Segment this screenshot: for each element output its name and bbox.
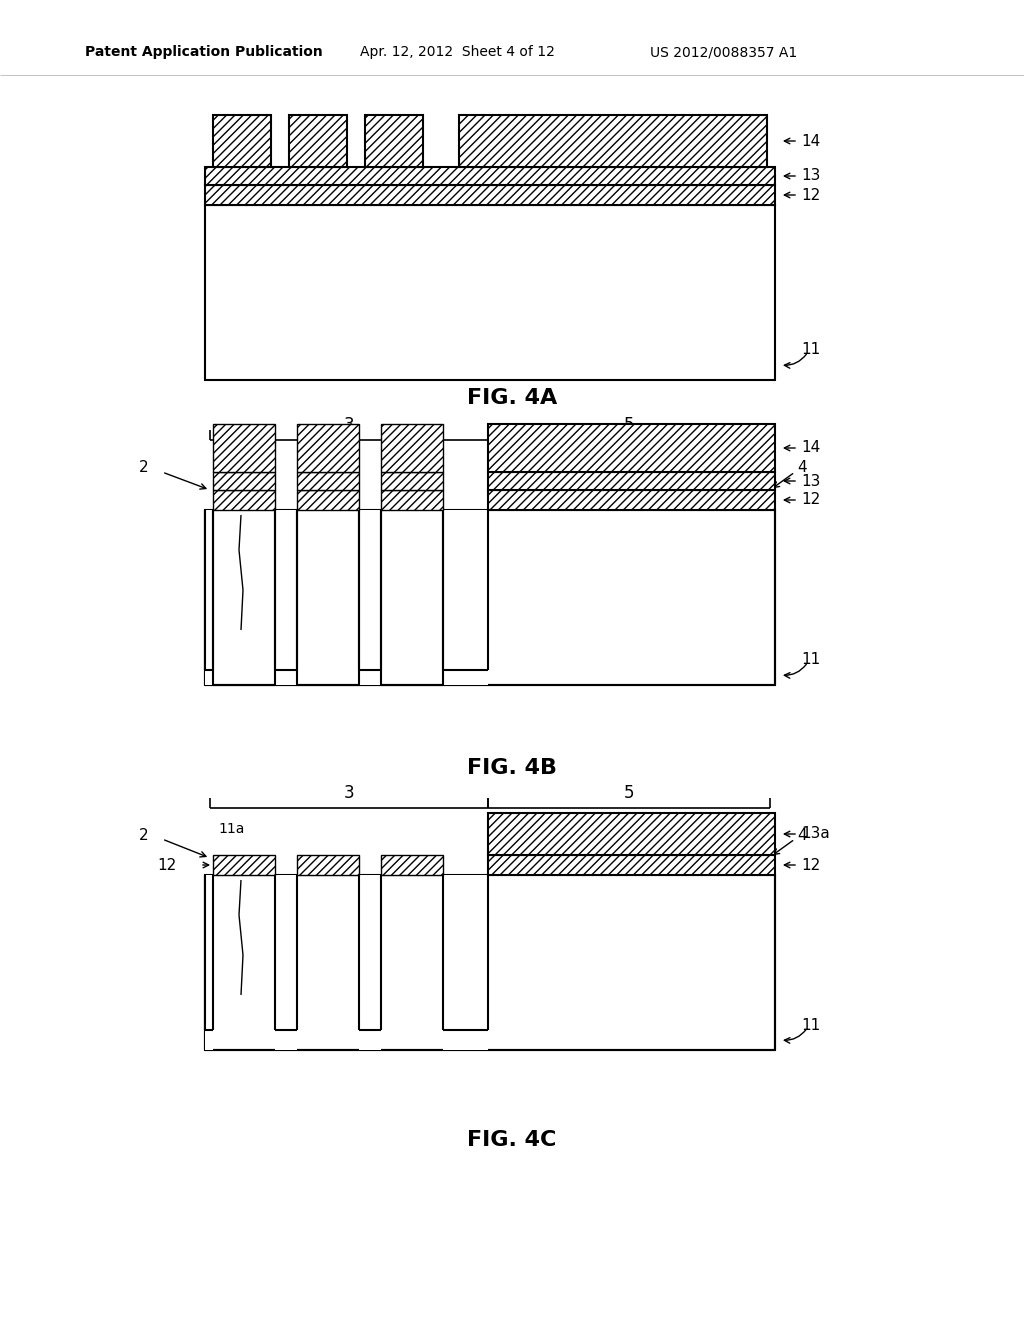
- Text: 12: 12: [801, 187, 820, 202]
- Bar: [205, 875, 213, 1049]
- Text: 13a: 13a: [801, 826, 829, 842]
- Text: 2: 2: [138, 461, 148, 475]
- Bar: [443, 875, 488, 1049]
- Bar: [205, 875, 775, 1049]
- Bar: [297, 855, 359, 875]
- Bar: [488, 813, 775, 855]
- Bar: [205, 205, 775, 380]
- Bar: [365, 115, 423, 168]
- Text: FIG. 4B: FIG. 4B: [467, 758, 557, 777]
- Bar: [275, 510, 297, 685]
- Bar: [205, 185, 775, 205]
- Text: 14: 14: [801, 441, 820, 455]
- Text: FIG. 4C: FIG. 4C: [467, 1130, 557, 1150]
- Bar: [381, 490, 443, 510]
- Text: 13: 13: [801, 169, 820, 183]
- Bar: [205, 510, 775, 685]
- Bar: [297, 424, 359, 473]
- Bar: [359, 510, 381, 685]
- Text: FIG. 4A: FIG. 4A: [467, 388, 557, 408]
- Text: 4: 4: [797, 461, 807, 475]
- Text: 12: 12: [158, 858, 177, 873]
- Bar: [213, 510, 275, 685]
- Text: 5: 5: [624, 784, 634, 803]
- Bar: [205, 168, 775, 185]
- Bar: [297, 510, 359, 685]
- Bar: [275, 875, 297, 1049]
- Bar: [213, 855, 275, 875]
- Text: 11: 11: [801, 652, 820, 668]
- Text: 3: 3: [344, 416, 354, 434]
- Bar: [359, 875, 381, 1049]
- Text: 12: 12: [801, 858, 820, 873]
- Bar: [488, 473, 775, 490]
- Text: 11: 11: [801, 1018, 820, 1032]
- Text: 13: 13: [801, 474, 820, 488]
- Text: 11a: 11a: [218, 822, 245, 836]
- Text: 11: 11: [801, 342, 820, 358]
- Bar: [381, 510, 443, 685]
- Text: 2: 2: [138, 828, 148, 842]
- Bar: [488, 424, 775, 473]
- Text: US 2012/0088357 A1: US 2012/0088357 A1: [650, 45, 798, 59]
- Text: Patent Application Publication: Patent Application Publication: [85, 45, 323, 59]
- Text: 3: 3: [344, 784, 354, 803]
- Bar: [213, 490, 275, 510]
- Bar: [289, 115, 347, 168]
- Bar: [297, 473, 359, 490]
- Bar: [381, 473, 443, 490]
- Bar: [213, 115, 271, 168]
- Text: 5: 5: [624, 416, 634, 434]
- Bar: [297, 490, 359, 510]
- Bar: [443, 510, 488, 685]
- Bar: [213, 473, 275, 490]
- Text: 14: 14: [801, 133, 820, 149]
- Bar: [205, 510, 213, 685]
- Text: 4: 4: [797, 828, 807, 842]
- Bar: [381, 855, 443, 875]
- Bar: [213, 424, 275, 473]
- Text: 12: 12: [801, 492, 820, 507]
- Text: 11a: 11a: [218, 454, 245, 469]
- Bar: [381, 424, 443, 473]
- Text: Apr. 12, 2012  Sheet 4 of 12: Apr. 12, 2012 Sheet 4 of 12: [360, 45, 555, 59]
- Bar: [488, 490, 775, 510]
- Bar: [488, 855, 775, 875]
- Bar: [459, 115, 767, 168]
